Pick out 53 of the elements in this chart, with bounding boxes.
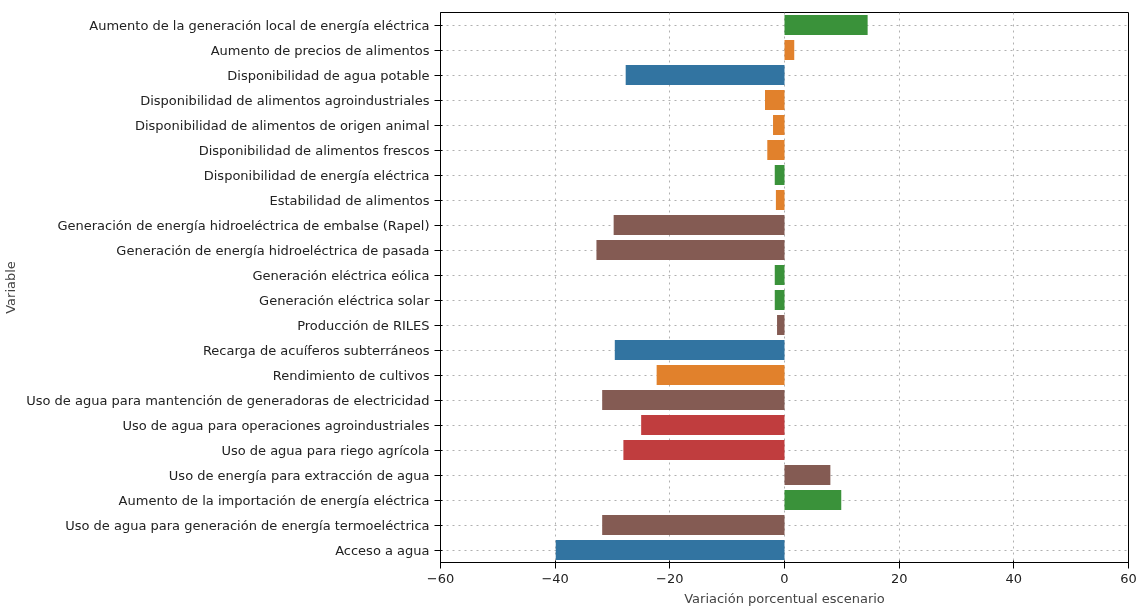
y-tick-label: Aumento de la importación de energía eléctrica [118,492,430,508]
y-tick-label: Recarga de acuíferos subterráneos [202,342,430,358]
bar [641,415,785,435]
bar [625,65,785,85]
bar [602,390,785,410]
y-tick-label: Disponibilidad de alimentos agroindustriales [140,92,430,108]
bar [773,115,785,135]
y-tick-label: Aumento de la generación local de energía eléctrica [89,17,430,33]
x-tick-label: −20 [656,570,684,586]
bar [656,365,785,385]
bar [596,240,785,260]
bar [623,440,785,460]
y-tick-label: Rendimiento de cultivos [272,367,430,383]
y-tick-label: Producción de RILES [297,317,430,333]
bar [784,40,795,60]
bar [767,140,785,160]
bar [774,290,785,310]
x-tick-label: 40 [1005,570,1023,586]
y-tick-label: Generación eléctrica solar [259,292,431,308]
bar [602,515,785,535]
y-tick-label: Uso de agua para mantención de generadoras de electricidad [26,392,430,408]
bar [765,90,785,110]
y-tick-label: Generación de energía hidroeléctrica de pasada [116,242,430,258]
x-axis-title: Variación porcentual escenario [684,590,885,606]
bar [784,465,831,485]
x-tick-label: 60 [1120,570,1137,586]
bar [555,540,785,560]
y-tick-label: Estabilidad de alimentos [269,192,430,208]
y-tick-label: Generación de energía hidroeléctrica de embalse (Rapel) [57,217,430,233]
bar [774,165,785,185]
y-tick-label: Uso de agua para operaciones agroindustriales [122,417,430,433]
bar [614,340,785,360]
bar [774,265,785,285]
bar [775,190,785,210]
x-tick-label: −60 [426,570,455,586]
y-tick-label: Generación eléctrica eólica [252,267,430,283]
bar [613,215,785,235]
y-tick-label: Aumento de precios de alimentos [210,42,430,58]
y-tick-label: Disponibilidad de alimentos frescos [198,142,430,158]
y-tick-label: Uso de agua para generación de energía termoeléctrica [65,517,430,533]
x-tick-label: −40 [541,570,569,586]
y-tick-label: Acceso a agua [335,542,430,558]
y-tick-label: Uso de energía para extracción de agua [168,467,430,483]
y-tick-label: Disponibilidad de alimentos de origen animal [134,117,430,133]
x-tick-label: 20 [890,570,908,586]
y-tick-label: Disponibilidad de energía eléctrica [203,167,430,183]
y-axis-title: Variable [3,261,19,314]
bar [784,490,842,510]
bar [784,15,868,35]
x-tick-label: 0 [780,570,789,586]
y-tick-label: Disponibilidad de agua potable [227,67,430,83]
y-tick-label: Uso de agua para riego agrícola [221,442,430,458]
bar [777,315,785,335]
